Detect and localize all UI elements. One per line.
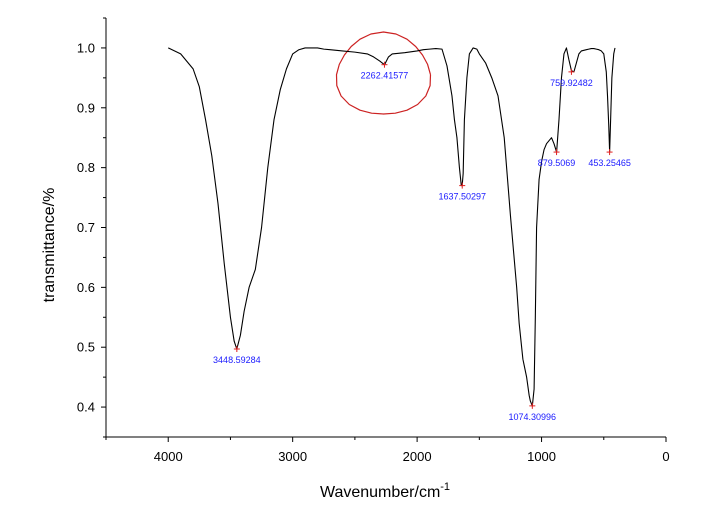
y-tick-label: 0.5	[77, 340, 95, 355]
highlight-circle	[335, 31, 432, 115]
peak-label: 1637.50297	[438, 192, 486, 202]
y-tick-label: 0.6	[77, 280, 95, 295]
highlight-layer	[335, 31, 432, 115]
series-layer	[167, 47, 616, 407]
x-tick-label: 0	[662, 449, 669, 464]
peak-label: 879.5069	[538, 158, 576, 168]
x-axis-title-text: Wavenumber/cm	[320, 484, 440, 501]
y-tick-label: 0.4	[77, 400, 95, 415]
x-tick-label: 3000	[278, 449, 307, 464]
annotations-layer: 3448.59284 2262.41577 1637.50297 1074.30996…	[213, 61, 631, 422]
peak-label: 3448.59284	[213, 355, 261, 365]
peak-label: 759.92482	[550, 78, 593, 88]
x-tick-label: 4000	[154, 449, 183, 464]
y-axis-title: transmittance/%	[41, 188, 58, 303]
x-tick-label: 1000	[527, 449, 556, 464]
x-axis-title-superscript: -1	[440, 481, 450, 493]
x-axis-title: Wavenumber/cm-1	[320, 481, 450, 501]
axes-layer: 0.4 0.5 0.6 0.7 0.8 0.9 1.0 4000 3000 2000 1000 0	[77, 17, 670, 464]
spectrum-line	[167, 47, 616, 407]
x-tick-label: 2000	[403, 449, 432, 464]
y-tick-label: 0.9	[77, 100, 95, 115]
peak-label: 1074.30996	[509, 412, 557, 422]
y-tick-label: 0.7	[77, 220, 95, 235]
y-tick-label: 1.0	[77, 40, 95, 55]
y-tick-label: 0.8	[77, 160, 95, 175]
peak-label: 2262.41577	[361, 71, 409, 81]
peak-label: 453.25465	[588, 158, 631, 168]
